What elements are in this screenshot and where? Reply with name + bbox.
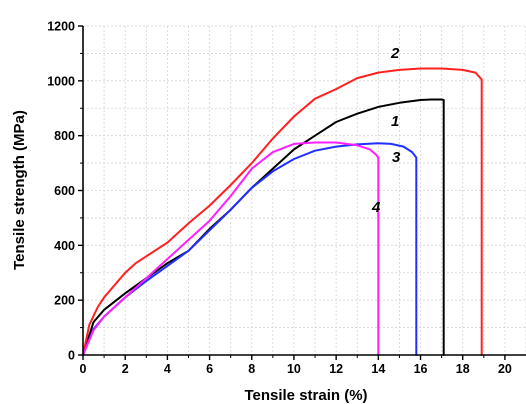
- x-tick-label: 18: [456, 362, 470, 376]
- x-tick-label: 0: [80, 362, 87, 376]
- axes: [78, 25, 526, 360]
- curve-label-2: 2: [390, 45, 400, 62]
- y-axis-title: Tensile strength (MPa): [11, 110, 28, 270]
- x-tick-label: 16: [414, 362, 428, 376]
- y-tick-label: 1000: [47, 74, 75, 88]
- x-axis-title: Tensile strain (%): [244, 387, 367, 404]
- x-tick-label: 6: [206, 362, 213, 376]
- x-tick-label: 2: [122, 362, 129, 376]
- series-line-2: [82, 67, 483, 356]
- x-tick-label: 4: [164, 362, 171, 376]
- y-tick-label: 0: [68, 349, 75, 363]
- series-line-1: [82, 98, 445, 356]
- y-tick-label: 200: [54, 294, 75, 308]
- curve-label-1: 1: [391, 113, 399, 130]
- y-tick-label: 800: [54, 129, 75, 143]
- y-tick-label: 400: [54, 239, 75, 253]
- x-tick-label: 8: [248, 362, 255, 376]
- series-line-4: [82, 141, 380, 356]
- x-tick-label: 14: [371, 362, 385, 376]
- curve-label-3: 3: [392, 149, 401, 166]
- y-tick-label: 600: [54, 184, 75, 198]
- y-tick-label: 1200: [47, 20, 75, 34]
- x-tick-label: 20: [498, 362, 512, 376]
- curve-labels: 1 2 3 4: [371, 45, 401, 216]
- series-group: [82, 67, 483, 356]
- series-line-3: [82, 142, 418, 356]
- x-tick-label: 12: [329, 362, 343, 376]
- curve-label-4: 4: [371, 199, 381, 216]
- grid: [83, 25, 526, 355]
- x-tick-label: 10: [287, 362, 301, 376]
